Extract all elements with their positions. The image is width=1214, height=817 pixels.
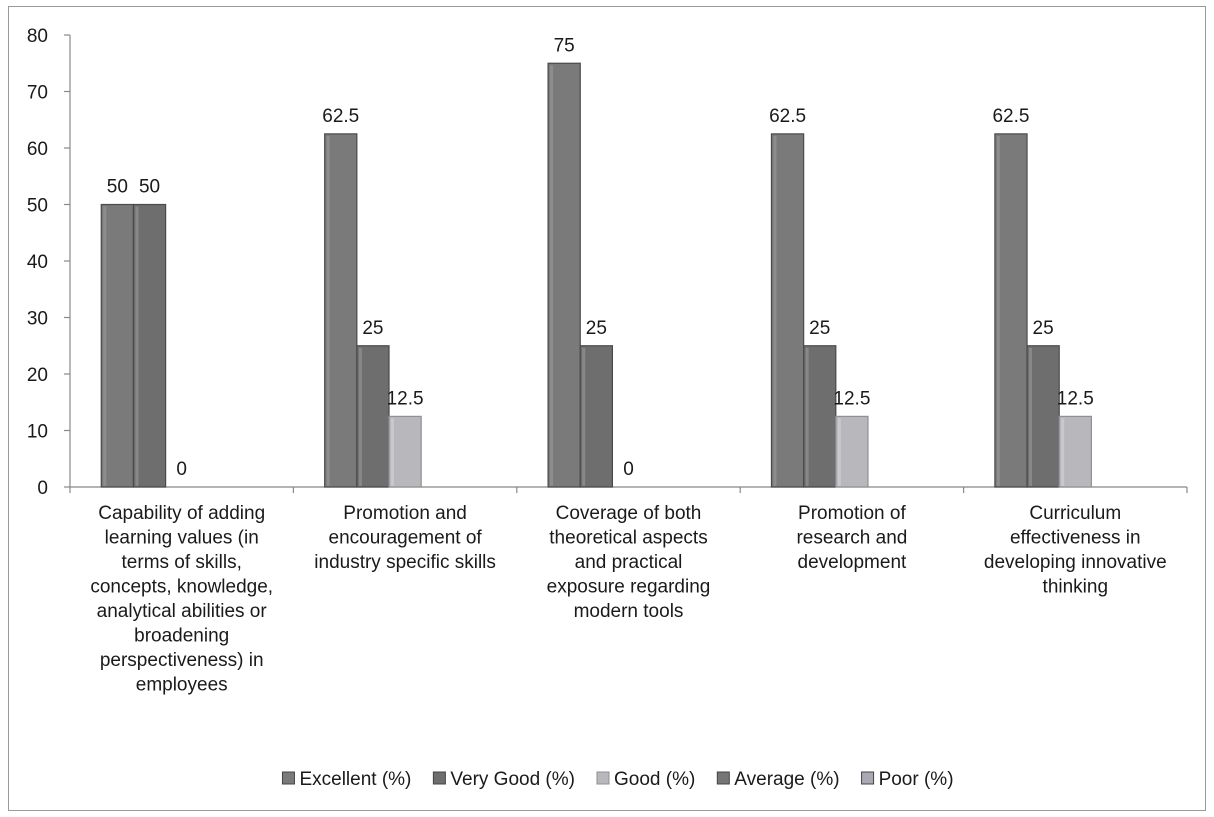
legend-label: Very Good (%) xyxy=(450,769,575,790)
bar-1-4 xyxy=(770,133,805,488)
y-tick-label: 40 xyxy=(27,252,48,273)
bar-highlight xyxy=(358,347,362,486)
category-label: Curriculum effectiveness in developing inn… xyxy=(984,503,1167,598)
chart-frame: 0 10 20 30 40 50 60 70 80 50 62.5 75 62.5 62.5 50 25 25… xyxy=(8,6,1206,811)
category-label: Capability of adding learning values (in t… xyxy=(90,503,273,696)
bar-chart: 0 10 20 30 40 50 60 70 80 50 62.5 75 62.5 62.5 50 25 25… xyxy=(27,26,1188,790)
bar-highlight xyxy=(1029,347,1033,486)
bar-highlight xyxy=(1061,418,1065,486)
bar-1-5 xyxy=(994,133,1028,488)
y-tick-label: 0 xyxy=(37,478,48,499)
bar-highlight xyxy=(996,135,1000,486)
y-tick-label: 80 xyxy=(27,26,48,47)
data-label: 25 xyxy=(1033,318,1054,339)
bar-1-1 xyxy=(100,203,135,488)
data-label: 12.5 xyxy=(387,388,424,409)
y-tick-label: 60 xyxy=(27,139,48,160)
bar-highlight xyxy=(135,206,139,486)
axes: 0 10 20 30 40 50 60 70 80 xyxy=(27,26,1188,499)
bars xyxy=(100,62,1092,488)
legend-item: Average (%) xyxy=(716,769,840,790)
data-label: 25 xyxy=(809,318,830,339)
y-tick-label: 70 xyxy=(27,83,48,104)
legend-item: Excellent (%) xyxy=(281,769,411,790)
bar-2-5 xyxy=(1026,345,1060,488)
legend-item: Good (%) xyxy=(596,769,695,790)
data-label: 12.5 xyxy=(833,388,870,409)
bar-3-4 xyxy=(835,415,869,488)
bar-highlight xyxy=(837,418,841,486)
bar-highlight xyxy=(103,206,107,486)
legend-label: Good (%) xyxy=(614,769,695,790)
bar-highlight xyxy=(550,65,554,486)
data-label: 50 xyxy=(139,177,160,198)
legend-item: Very Good (%) xyxy=(432,769,575,790)
legend-label: Poor (%) xyxy=(879,769,954,790)
y-tick-label: 30 xyxy=(27,309,48,330)
category-labels: Capability of adding learning values (in t… xyxy=(90,503,1166,696)
data-label: 12.5 xyxy=(1057,388,1094,409)
legend-swatch xyxy=(716,771,730,785)
data-label: 75 xyxy=(554,35,575,56)
legend-label: Average (%) xyxy=(734,769,839,790)
bar-1-2 xyxy=(324,133,358,488)
bar-highlight xyxy=(773,135,777,486)
data-label: 25 xyxy=(362,318,383,339)
legend-swatch xyxy=(281,771,295,785)
bar-highlight xyxy=(391,418,395,486)
legend-swatch xyxy=(861,771,875,785)
data-label: 50 xyxy=(107,177,128,198)
bar-highlight xyxy=(805,347,809,486)
bar-2-3 xyxy=(579,345,614,488)
legend-label: Excellent (%) xyxy=(299,769,411,790)
legend-item: Poor (%) xyxy=(861,769,954,790)
bar-2-1 xyxy=(132,203,167,488)
y-tick-label: 10 xyxy=(27,422,48,443)
legend-swatch xyxy=(432,771,446,785)
y-tick-label: 20 xyxy=(27,365,48,386)
data-label: 62.5 xyxy=(992,106,1029,127)
legend: Excellent (%) Very Good (%) Good (%) Averag… xyxy=(281,769,954,790)
bar-1-3 xyxy=(547,62,581,488)
data-label: 0 xyxy=(623,459,634,480)
category-label: Coverage of both theoretical aspects and p… xyxy=(547,503,711,622)
data-label: 0 xyxy=(176,459,187,480)
category-label: Promotion of research and development xyxy=(796,503,907,573)
data-labels: 50 62.5 75 62.5 62.5 50 25 25 25 25 0 12.5 0 12.5 12.5 xyxy=(107,35,1094,480)
bar-3-2 xyxy=(388,415,422,488)
y-tick-label: 50 xyxy=(27,196,48,217)
bar-highlight xyxy=(582,347,586,486)
data-label: 62.5 xyxy=(322,106,359,127)
bar-3-5 xyxy=(1058,415,1092,488)
data-label: 62.5 xyxy=(769,106,806,127)
data-label: 25 xyxy=(586,318,607,339)
category-label: Promotion and encouragement of industry sp… xyxy=(314,503,496,573)
legend-swatch xyxy=(596,771,610,785)
bar-highlight xyxy=(326,135,330,486)
